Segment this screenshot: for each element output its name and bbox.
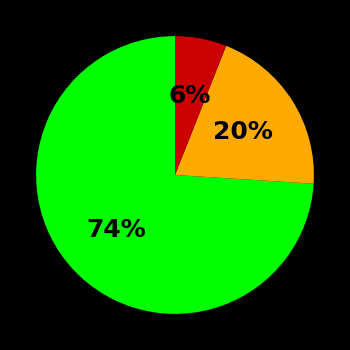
Wedge shape [36, 36, 314, 314]
Wedge shape [175, 46, 314, 184]
Text: 20%: 20% [213, 120, 273, 144]
Text: 6%: 6% [169, 84, 211, 108]
Text: 74%: 74% [86, 218, 146, 242]
Wedge shape [175, 36, 226, 175]
